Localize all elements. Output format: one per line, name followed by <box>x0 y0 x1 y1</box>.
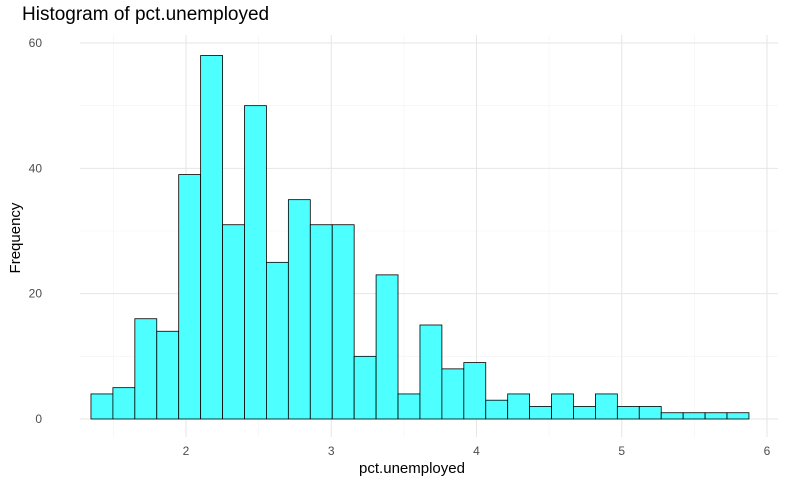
x-axis-label: pct.unemployed <box>359 460 465 477</box>
histogram-bar <box>244 105 267 420</box>
histogram-bar <box>266 261 289 420</box>
histogram-bar <box>595 393 618 420</box>
x-tick-label: 6 <box>764 444 771 458</box>
histogram-bar <box>112 387 136 420</box>
histogram-bar <box>726 412 750 420</box>
histogram-bar <box>156 330 180 420</box>
histogram-bar <box>463 362 487 420</box>
y-tick-label: 60 <box>29 36 43 50</box>
histogram-bar <box>353 355 377 420</box>
histogram-bar <box>507 393 531 420</box>
x-tick-label: 5 <box>618 444 625 458</box>
x-tick-label: 2 <box>183 444 190 458</box>
histogram-bar <box>397 393 421 420</box>
histogram-bar <box>485 399 509 420</box>
histogram-bar <box>222 224 245 420</box>
y-tick-label: 0 <box>35 412 42 426</box>
x-tick-label: 3 <box>328 444 335 458</box>
histogram-bar <box>551 393 574 420</box>
histogram-bar <box>704 412 728 420</box>
histogram-bar <box>441 368 465 420</box>
histogram-bar <box>638 406 662 420</box>
bars-layer <box>90 55 750 420</box>
y-tick-label: 20 <box>29 287 43 301</box>
histogram-bar <box>660 412 684 420</box>
histogram-bar <box>90 393 114 420</box>
histogram-bar <box>309 224 333 420</box>
histogram-bar <box>419 324 443 420</box>
histogram-bar <box>331 224 355 420</box>
histogram-bar <box>178 174 202 420</box>
chart-title: Histogram of pct.unemployed <box>22 4 270 25</box>
histogram-bar <box>134 318 158 420</box>
y-tick-label: 40 <box>29 161 43 175</box>
histogram-bar <box>616 406 640 420</box>
histogram-bar <box>529 406 552 420</box>
histogram-bar <box>573 406 596 420</box>
histogram-bar <box>682 412 706 420</box>
y-axis-label: Frequency <box>7 202 24 273</box>
x-tick-label: 4 <box>473 444 480 458</box>
histogram-bar <box>287 199 311 420</box>
histogram-bar <box>200 55 223 420</box>
histogram-bar <box>375 274 399 420</box>
